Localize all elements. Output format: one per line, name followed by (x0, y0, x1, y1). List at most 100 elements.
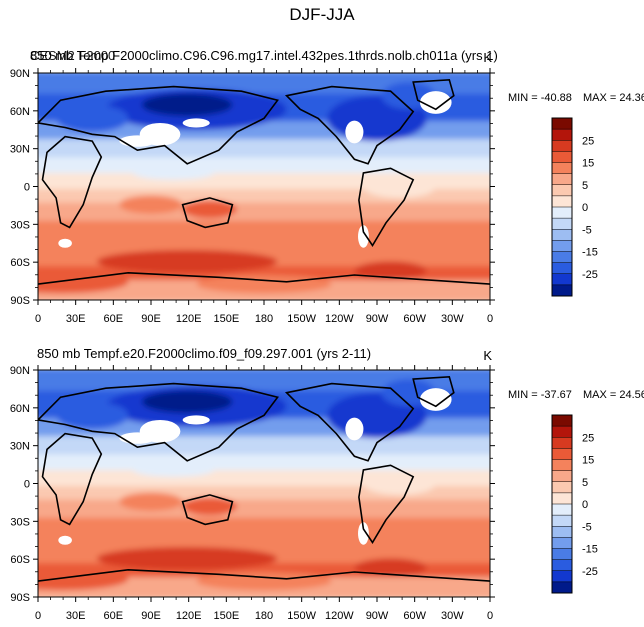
coastline (41, 135, 103, 229)
colorbar-swatch (552, 570, 572, 583)
colorbar-label: 0 (582, 202, 588, 214)
colorbar-label: -5 (582, 521, 592, 533)
map-panel-bottom: 850 mb Tempf.e20.F2000climo.f09_f09.297.… (10, 346, 644, 622)
y-tick-label: 0 (24, 479, 30, 491)
field-feature (56, 401, 129, 430)
field-feature (196, 572, 332, 591)
x-tick-label: 30W (441, 610, 464, 622)
x-tick-label: 30W (441, 313, 464, 325)
y-tick-label: 30N (10, 441, 30, 453)
x-tick-label: 120W (325, 610, 354, 622)
field-feature (363, 472, 436, 495)
coastline (181, 197, 234, 229)
colorbar-swatch (552, 229, 572, 241)
colorbar-label: -25 (582, 566, 598, 578)
panel-title-overlap: CESM2 F2000 (30, 48, 115, 63)
y-tick-label: 30S (10, 219, 30, 231)
colorbar-swatch (552, 526, 572, 538)
field-feature (354, 261, 427, 280)
max-label: MAX = 24.36 (583, 92, 644, 104)
temperature-field (38, 73, 490, 300)
field-feature (119, 195, 183, 214)
min-label: MIN = -40.88 (508, 92, 572, 104)
colorbar-swatch (552, 262, 572, 275)
y-tick-label: 90S (10, 592, 30, 604)
x-tick-label: 0 (487, 313, 493, 325)
masked-region (345, 417, 364, 441)
x-tick-label: 90E (141, 610, 161, 622)
colorbar-swatch (552, 437, 572, 449)
panel-title: 850 mb Temp F2000climo.C96.C96.mg17.inte… (30, 48, 498, 63)
y-tick-label: 0 (24, 182, 30, 194)
coastline (181, 494, 234, 526)
x-tick-label: 0 (487, 610, 493, 622)
coastline (358, 464, 415, 544)
colorbar-swatch (552, 559, 572, 572)
field-feature (141, 93, 233, 117)
figure-title: DJF-JJA (289, 5, 355, 24)
masked-region (419, 91, 452, 114)
colorbar-label: 0 (582, 499, 588, 511)
coastline (38, 85, 279, 165)
colorbar-label: 15 (582, 455, 594, 467)
masked-region (358, 225, 369, 248)
field-feature (182, 200, 237, 219)
colorbar-swatch (552, 548, 572, 560)
x-tick-label: 0 (35, 610, 41, 622)
field-bands (38, 73, 490, 300)
colorbar-swatch (552, 426, 572, 438)
colorbar-swatch (552, 118, 572, 130)
colorbar-swatch (552, 415, 572, 427)
colorbar-swatch (552, 470, 572, 483)
y-tick-label: 90N (10, 365, 30, 377)
max-label: MAX = 24.56 (583, 389, 644, 401)
map-panel-top: CESM2 F2000 850 mb Temp F2000climo.C96.C… (10, 48, 644, 325)
x-tick-label: 120E (176, 610, 202, 622)
y-tick-label: 60S (10, 257, 30, 269)
x-tick-label: 60W (403, 610, 426, 622)
x-tick-label: 0 (35, 313, 41, 325)
field-feature (119, 492, 183, 511)
map-axes: 0 30E 60E 90E 120E 150E 180 150W 120W 90W 60W 30W 09… (10, 68, 495, 325)
x-tick-label: 150E (213, 313, 239, 325)
x-tick-label: 120E (176, 313, 202, 325)
colorbar-swatch (552, 537, 572, 549)
colorbar-swatch (552, 218, 572, 230)
colorbar-swatch (552, 284, 572, 297)
colorbar-label: -25 (582, 269, 598, 281)
masked-region (419, 388, 452, 411)
colorbar-swatch (552, 240, 572, 252)
x-tick-label: 90W (366, 313, 389, 325)
colorbar-swatch (552, 151, 572, 163)
colorbar-label: 25 (582, 432, 594, 444)
y-tick-label: 60N (10, 403, 30, 415)
field-feature (196, 275, 332, 294)
temperature-field (38, 370, 490, 597)
y-tick-label: 90S (10, 295, 30, 307)
masked-region (182, 415, 210, 425)
y-tick-label: 30S (10, 516, 30, 528)
masked-region (58, 238, 72, 248)
colorbar-label: 5 (582, 477, 588, 489)
x-tick-label: 180 (255, 313, 273, 325)
colorbar-swatch (552, 492, 572, 505)
colorbar-swatch (552, 162, 572, 174)
colorbar-swatch (552, 459, 572, 471)
colorbar-swatch (552, 207, 572, 219)
min-label: MIN = -37.67 (508, 389, 572, 401)
map-axes: 0 30E 60E 90E 120E 150E 180 150W 120W 90W 60W 30W 09… (10, 365, 495, 622)
panel-title: 850 mb Tempf.e20.F2000climo.f09_f09.297.… (37, 346, 371, 361)
coastline (38, 382, 279, 462)
coastline (38, 568, 490, 582)
field-feature (141, 390, 233, 414)
x-tick-label: 30E (66, 610, 86, 622)
coastline (358, 167, 415, 247)
field-feature (96, 547, 278, 570)
masked-region (358, 522, 369, 545)
x-tick-label: 30E (66, 313, 86, 325)
x-tick-label: 180 (255, 610, 273, 622)
colorbar-frame (551, 117, 573, 297)
colorbar-swatch (552, 481, 572, 494)
colorbar-swatch (552, 129, 572, 141)
colorbar-swatch (552, 184, 572, 197)
